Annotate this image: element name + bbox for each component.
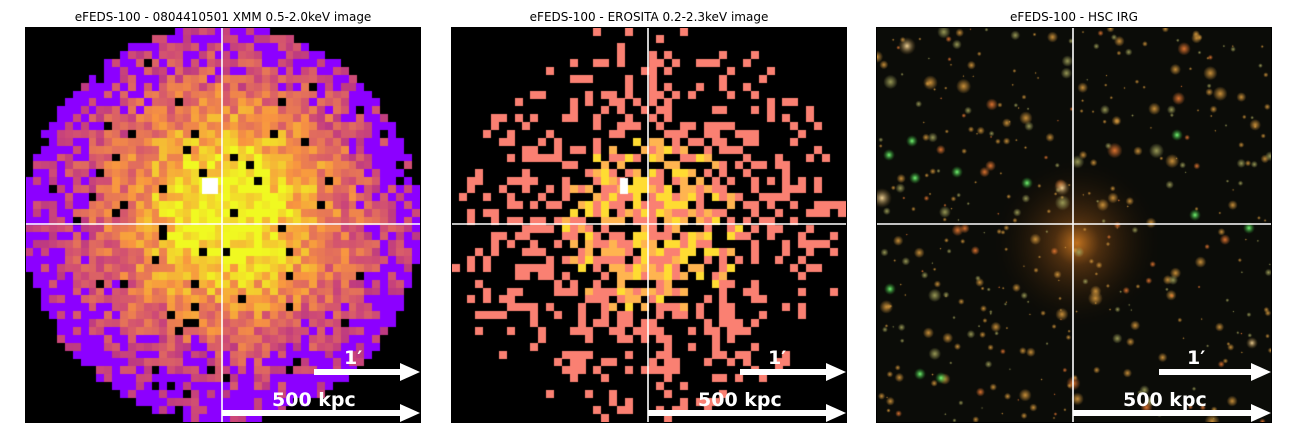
hsc-image-frame: 1′ 500 kpc — [876, 27, 1272, 423]
panel-title: eFEDS-100 - HSC IRG — [1010, 10, 1138, 24]
angle-scale-arrow — [1159, 363, 1271, 381]
hsc-overlay: 1′ 500 kpc — [877, 28, 1271, 422]
xmm-xray-image — [26, 28, 420, 422]
distance-scale-label: 500 kpc — [272, 389, 356, 411]
xmm-overlay: 1′ 500 kpc — [26, 28, 420, 422]
hsc-optical-image — [877, 28, 1271, 422]
xmm-panel: eFEDS-100 - 0804410501 XMM 0.5-2.0keV im… — [25, 0, 421, 432]
xmm-image-frame: 1′ 500 kpc — [25, 27, 421, 423]
angle-scale-arrow — [740, 363, 846, 381]
distance-scale-arrow — [1073, 404, 1271, 422]
distance-scale-arrow — [222, 404, 420, 422]
distance-scale-label: 500 kpc — [1123, 389, 1207, 411]
erosita-image-frame: 1′ 500 kpc — [451, 27, 847, 423]
hsc-panel: eFEDS-100 - HSC IRG 1′ 500 kpc — [876, 0, 1272, 432]
angle-scale-arrow — [314, 363, 420, 381]
distance-scale-arrow — [648, 404, 846, 422]
angle-scale-label: 1′ — [344, 347, 362, 369]
erosita-xray-image — [452, 28, 846, 422]
angle-scale-label: 1′ — [1187, 347, 1205, 369]
distance-scale-label: 500 kpc — [698, 389, 782, 411]
angle-scale-label: 1′ — [768, 347, 786, 369]
erosita-panel: eFEDS-100 - EROSITA 0.2-2.3keV image 1′ … — [451, 0, 847, 432]
panel-title: eFEDS-100 - 0804410501 XMM 0.5-2.0keV im… — [74, 10, 372, 24]
panel-title: eFEDS-100 - EROSITA 0.2-2.3keV image — [529, 10, 769, 24]
erosita-overlay: 1′ 500 kpc — [452, 28, 846, 422]
